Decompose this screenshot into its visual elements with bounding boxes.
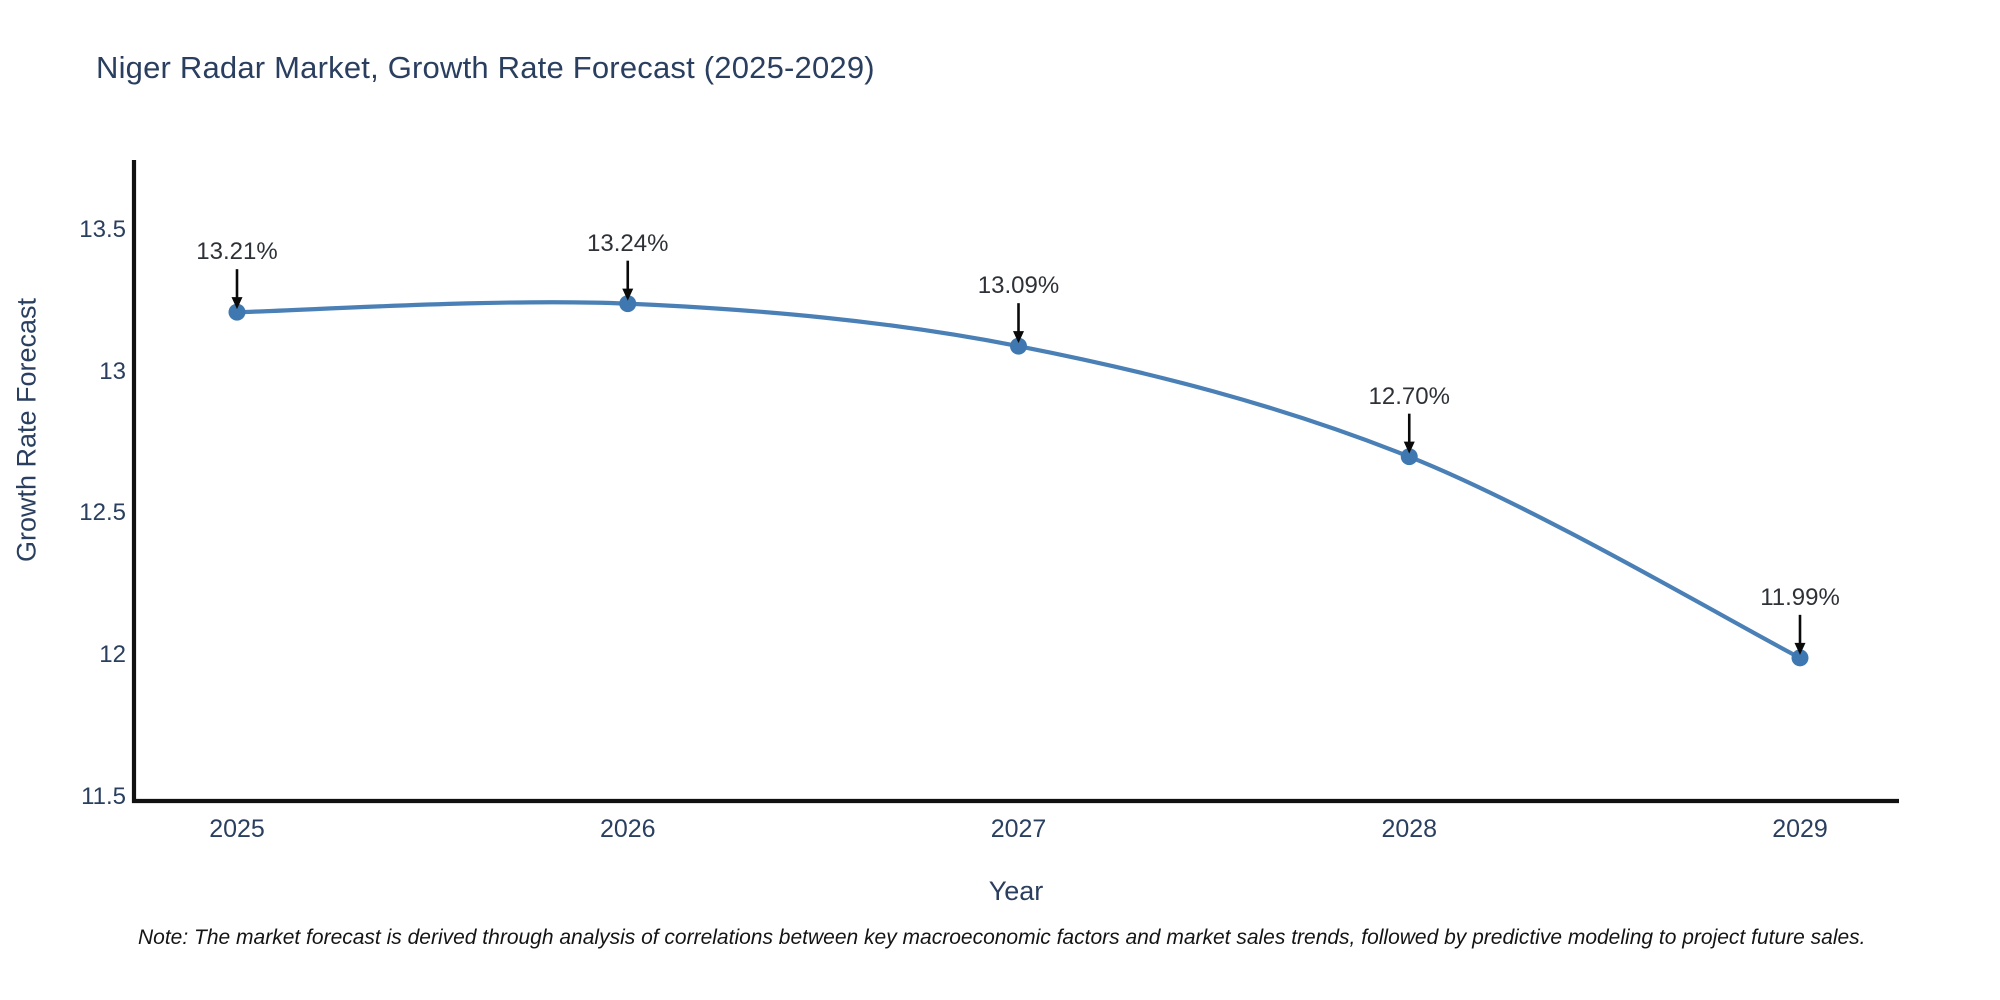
chart-title: Niger Radar Market, Growth Rate Forecast… xyxy=(96,50,875,85)
x-tick-label: 2025 xyxy=(209,815,265,843)
data-point-marker xyxy=(228,303,246,321)
x-tick-label: 2026 xyxy=(599,815,656,843)
data-point-marker xyxy=(1791,649,1809,667)
y-tick-label: 13 xyxy=(99,357,126,385)
annotation-arrowhead xyxy=(1794,642,1806,655)
data-point-marker xyxy=(1400,448,1418,466)
y-tick-label: 12 xyxy=(99,640,126,668)
footnote: Note: The market forecast is derived thr… xyxy=(138,926,1866,949)
point-annotation: 13.09% xyxy=(977,272,1060,300)
data-point-marker xyxy=(1010,337,1027,355)
annotation-arrowhead xyxy=(622,288,634,301)
axes xyxy=(131,160,1899,804)
point-annotation: 12.70% xyxy=(1368,382,1450,410)
y-tick-label: 13.5 xyxy=(79,216,126,243)
point-annotation: 13.24% xyxy=(587,229,669,257)
x-tick-label: 2028 xyxy=(1381,815,1438,843)
x-tick-label: 2029 xyxy=(1772,815,1828,843)
data-point-marker xyxy=(619,295,637,313)
y-tick-label: 12.5 xyxy=(79,499,126,527)
forecast-line xyxy=(236,300,1801,660)
point-annotation: 11.99% xyxy=(1760,583,1840,611)
y-tick-label: 11.5 xyxy=(81,782,126,810)
x-tick-label: 2027 xyxy=(990,815,1047,843)
x-axis-title: Year xyxy=(988,876,1044,906)
annotation-arrowhead xyxy=(1403,441,1415,454)
annotation-arrowhead xyxy=(1013,331,1024,344)
point-annotation: 13.21% xyxy=(196,238,278,266)
annotation-arrowhead xyxy=(231,297,243,310)
